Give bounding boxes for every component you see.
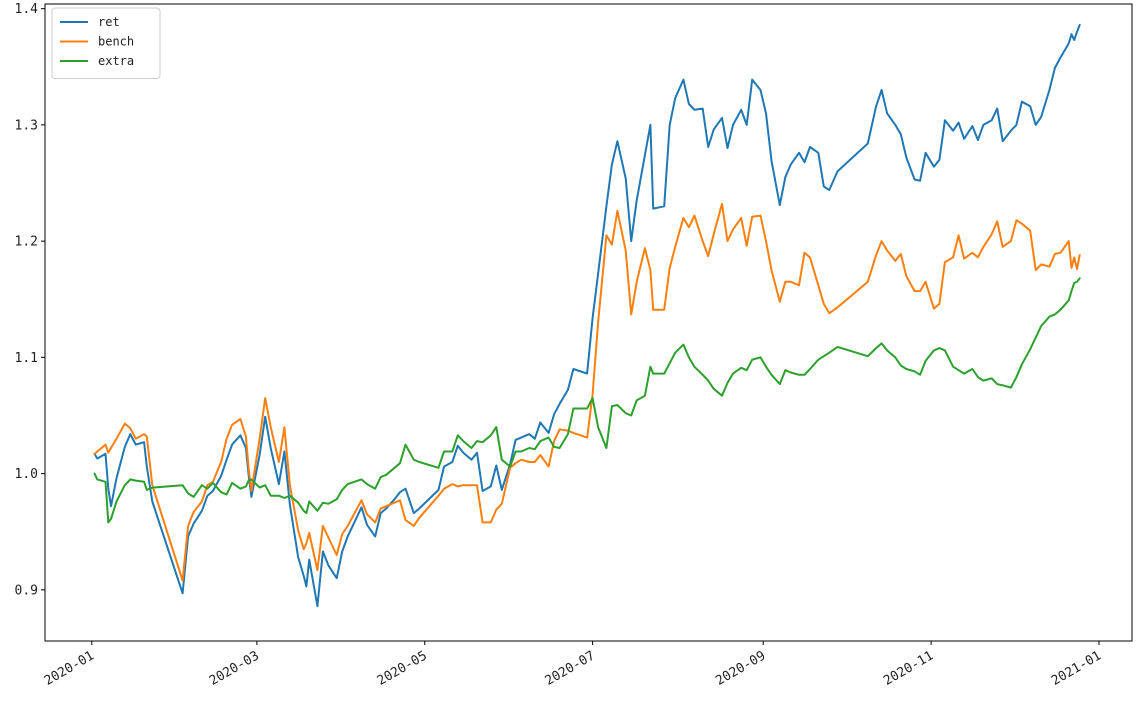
y-tick-label: 1.4 (15, 2, 39, 17)
y-tick-label: 0.9 (15, 583, 38, 598)
x-tick-label: 2020-05 (375, 648, 430, 688)
x-tick-label: 2020-07 (543, 648, 598, 688)
x-tick-label: 2020-11 (881, 648, 936, 688)
plot-frame (44, 3, 1133, 642)
series-line-bench (93, 202, 1081, 582)
series-layer (93, 23, 1081, 608)
legend: ret bench extra (51, 7, 161, 79)
series-line-extra (93, 277, 1081, 524)
series-line-ret (93, 23, 1081, 608)
x-tick-label: 2020-09 (713, 648, 768, 688)
y-tick-label: 1.3 (15, 118, 38, 133)
x-tick-label: 2021-01 (1049, 648, 1104, 688)
legend-label-ret: ret (98, 15, 120, 29)
x-tick-label: 2020-03 (207, 648, 262, 688)
legend-label-bench: bench (98, 35, 134, 49)
x-tick-label: 2020-01 (42, 648, 97, 688)
legend-label-extra: extra (98, 54, 134, 68)
y-tick-label: 1.0 (15, 467, 38, 482)
x-axis: 2020-01 2020-03 2020-05 2020-07 2020-09 2020-… (42, 641, 1104, 689)
y-tick-label: 1.2 (15, 235, 38, 250)
y-axis: 0.9 1.0 1.1 1.2 1.3 1.4 (15, 2, 45, 598)
y-tick-label: 1.1 (15, 351, 38, 366)
